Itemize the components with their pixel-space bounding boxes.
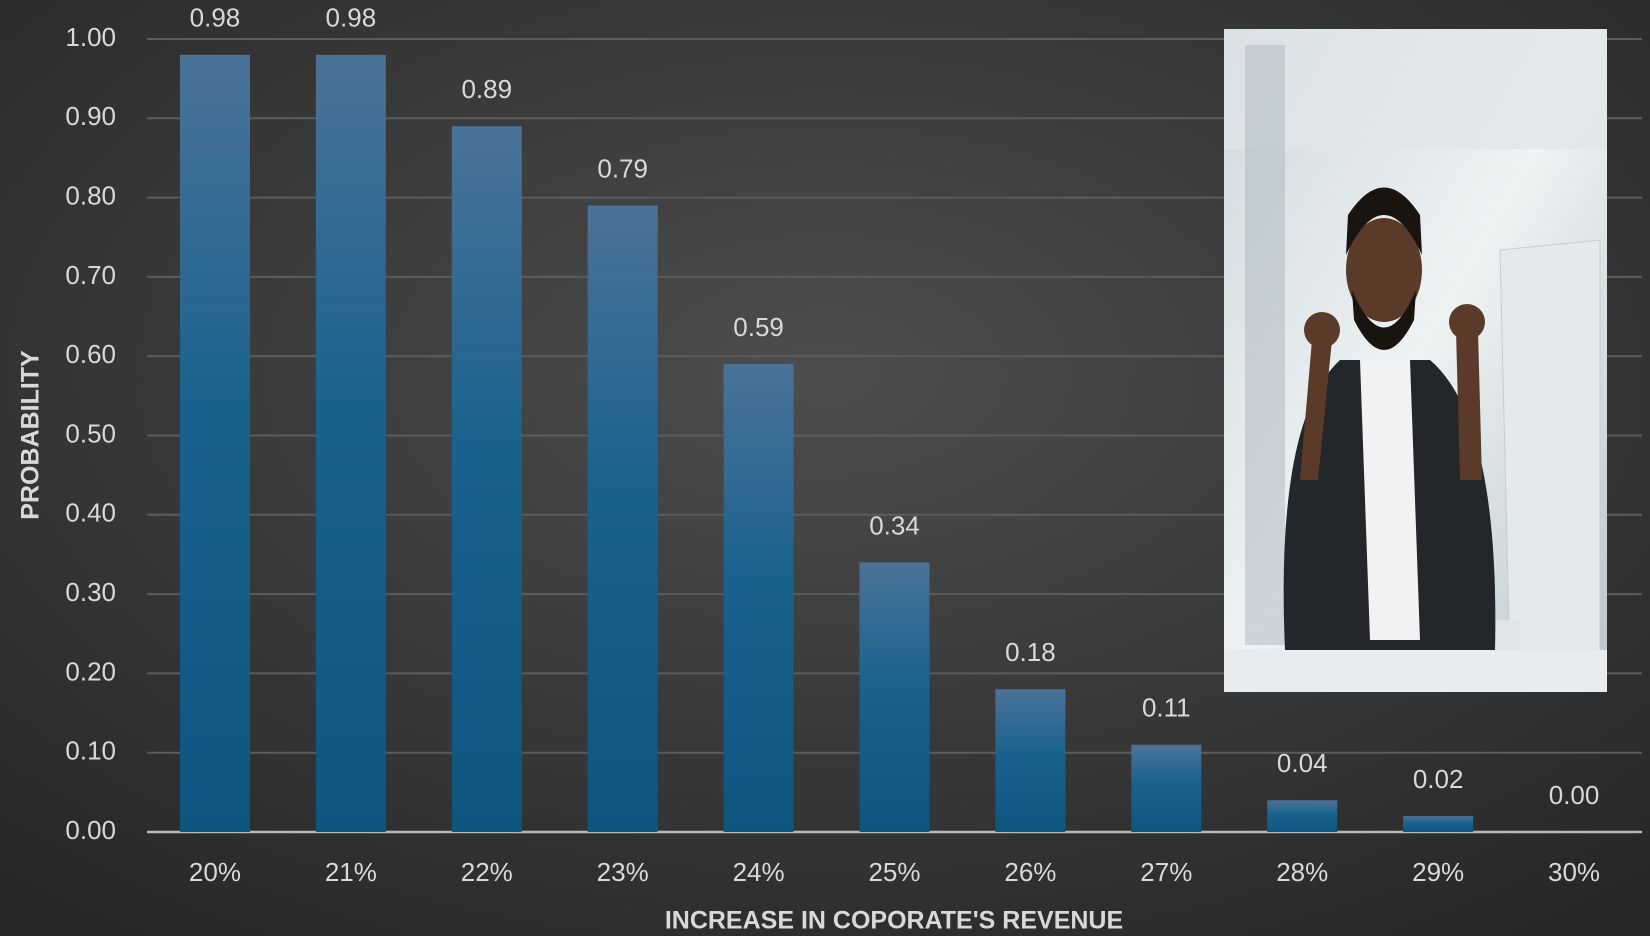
- data-label: 0.98: [326, 3, 377, 33]
- y-tick-label: 0.20: [65, 656, 116, 686]
- y-tick-label: 0.40: [65, 498, 116, 528]
- bar: [1403, 816, 1474, 832]
- bar: [995, 689, 1066, 832]
- data-label: 0.34: [869, 510, 920, 540]
- x-tick-label: 25%: [868, 857, 920, 887]
- data-label: 0.11: [1142, 693, 1191, 723]
- bar: [451, 126, 522, 833]
- x-axis-title: INCREASE IN COPORATE'S REVENUE: [665, 907, 1123, 935]
- x-tick-label: 29%: [1412, 857, 1464, 887]
- x-tick-label: 27%: [1140, 857, 1192, 887]
- data-label: 0.04: [1277, 748, 1328, 778]
- x-tick-label: 22%: [461, 857, 513, 887]
- data-label: 0.79: [597, 153, 648, 183]
- y-tick-label: 0.30: [65, 577, 116, 607]
- y-tick-label: 0.00: [65, 815, 116, 845]
- bar: [859, 562, 930, 832]
- bar: [587, 205, 658, 832]
- x-tick-label: 26%: [1004, 857, 1056, 887]
- x-tick-label: 20%: [189, 857, 241, 887]
- y-tick-label: 0.50: [65, 418, 116, 448]
- y-tick-label: 0.70: [65, 260, 116, 290]
- photo: [1224, 29, 1607, 692]
- bar: [1267, 800, 1338, 832]
- y-tick-label: 0.10: [65, 736, 116, 766]
- x-tick-label: 24%: [733, 857, 785, 887]
- bar: [315, 54, 386, 833]
- x-tick-label: 30%: [1548, 857, 1600, 887]
- x-tick-label: 23%: [597, 857, 649, 887]
- bar: [723, 364, 794, 832]
- data-label: 0.00: [1549, 780, 1600, 810]
- y-tick-label: 1.00: [65, 22, 116, 52]
- data-label: 0.18: [1005, 637, 1056, 667]
- data-label: 0.98: [190, 3, 241, 33]
- x-tick-label: 21%: [325, 857, 377, 887]
- y-axis-title: PROBABILITY: [17, 350, 45, 520]
- data-label: 0.02: [1413, 764, 1464, 794]
- bar: [1131, 744, 1202, 832]
- y-tick-label: 0.60: [65, 339, 116, 369]
- data-label: 0.89: [461, 74, 512, 104]
- x-tick-label: 28%: [1276, 857, 1328, 887]
- bar: [179, 54, 250, 833]
- y-tick-label: 0.90: [65, 101, 116, 131]
- data-label: 0.59: [733, 312, 784, 342]
- y-tick-label: 0.80: [65, 180, 116, 210]
